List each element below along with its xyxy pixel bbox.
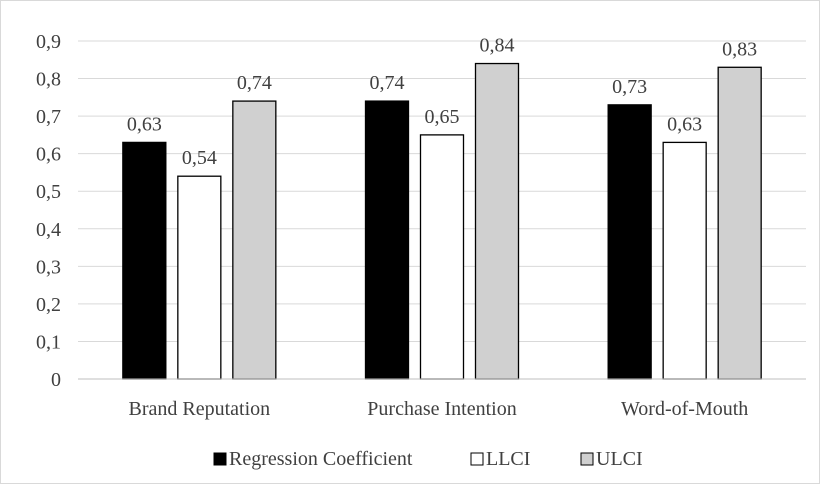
y-tick-label: 0,6	[36, 144, 61, 166]
legend-swatch	[580, 452, 594, 466]
legend-label: ULCI	[596, 448, 643, 470]
x-category-label: Word-of-Mouth	[621, 398, 748, 420]
y-tick-label: 0,4	[36, 219, 61, 241]
y-tick-label: 0,2	[36, 294, 61, 316]
legend-label: LLCI	[486, 448, 530, 470]
y-tick-label: 0,8	[36, 69, 61, 91]
data-labels: 0,63 0,54 0,74 0,74 0,65 0,84 0,73 0,63 0,83	[127, 35, 757, 170]
bar-ulci	[232, 100, 277, 380]
data-label: 0,73	[612, 76, 647, 98]
y-tick-label: 0,9	[36, 31, 61, 53]
data-label: 0,74	[237, 72, 272, 94]
y-tick-label: 0,5	[36, 181, 61, 203]
bar-regression-coefficient	[364, 100, 410, 380]
data-label: 0,54	[182, 147, 217, 169]
axes: 0 0,1 0,2 0,3 0,4 0,5 0,6 0,7 0,8 0,9 Brand Reputa…	[36, 31, 806, 420]
bar-ulci	[474, 62, 520, 380]
legend-swatch	[213, 452, 227, 466]
bar-regression-coefficient	[607, 104, 652, 380]
bar-ulci	[717, 66, 762, 380]
data-label: 0,63	[127, 113, 162, 135]
data-label: 0,74	[370, 72, 405, 94]
data-label: 0,83	[722, 38, 757, 60]
bar-llci	[177, 175, 222, 380]
legend-swatch	[470, 452, 484, 466]
bar-llci	[662, 141, 707, 380]
y-tick-label: 0	[51, 369, 61, 391]
data-label: 0,65	[425, 106, 460, 128]
y-tick-label: 0,7	[36, 106, 61, 128]
y-tick-label: 0,3	[36, 256, 61, 278]
x-category-label: Purchase Intention	[367, 398, 516, 420]
bar-regression-coefficient	[122, 141, 167, 380]
legend-label: Regression Coefficient	[229, 448, 413, 470]
x-category-label: Brand Reputation	[129, 398, 271, 420]
bars	[122, 62, 762, 380]
bar-llci	[419, 134, 465, 380]
data-label: 0,63	[667, 113, 702, 135]
y-tick-label: 0,1	[36, 331, 61, 353]
data-label: 0,84	[480, 35, 515, 57]
legend: Regression Coefficient LLCI ULCI	[213, 448, 643, 470]
